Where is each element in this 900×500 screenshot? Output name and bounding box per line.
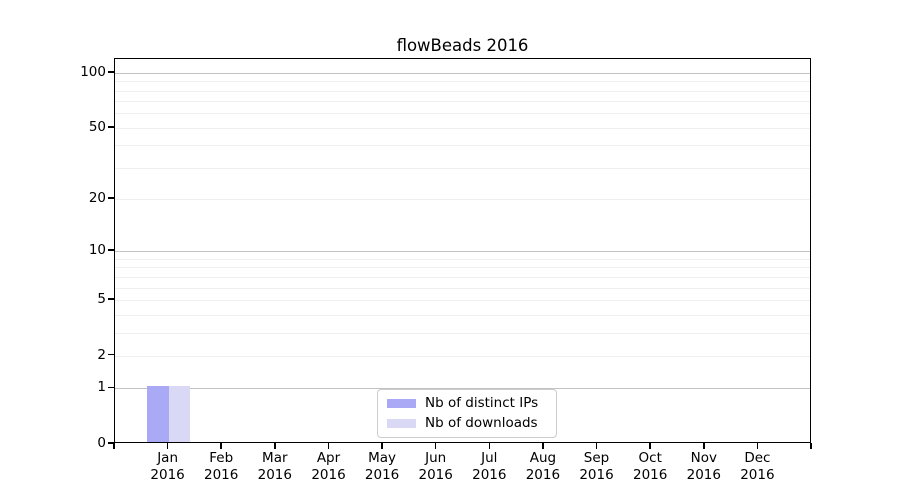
gridline-minor-3: [115, 332, 810, 334]
x-tick-label-dec: Dec 2016: [740, 450, 775, 483]
x-tick-label-jun: Jun 2016: [418, 450, 453, 483]
x-tick-mark-sep: [595, 443, 598, 449]
gridline-minor-7: [115, 276, 810, 278]
y-tick-mark-20: [108, 197, 114, 199]
gridline-minor-50: [115, 127, 810, 129]
x-tick-label-nov: Nov 2016: [686, 450, 721, 483]
y-tick-label-2: 2: [97, 346, 106, 363]
y-tick-label-10: 10: [88, 242, 106, 259]
y-tick-mark-10: [108, 249, 114, 251]
x-tick-mark-jun: [434, 443, 437, 449]
x-tick-label-aug: Aug 2016: [525, 450, 561, 483]
x-tick-mark-dec: [756, 443, 759, 449]
gridline-minor-70: [115, 101, 810, 103]
gridline-major-100: [115, 72, 810, 74]
x-tick-mark-jan: [166, 443, 169, 449]
legend-row-downloads: Nb of downloads: [387, 416, 547, 431]
legend-swatch-downloads: [387, 419, 416, 428]
gridline-minor-20: [115, 199, 810, 201]
plot-area: [114, 58, 811, 443]
x-tick-label-feb: Feb 2016: [204, 450, 239, 483]
x-tick-mark-aug: [542, 443, 544, 449]
y-tick-label-20: 20: [88, 190, 106, 207]
legend-label-distinct-ips: Nb of distinct IPs: [425, 395, 539, 411]
y-tick-mark-1: [108, 386, 114, 389]
x-tick-mark-feb: [220, 443, 222, 449]
y-tick-label-1: 1: [97, 379, 106, 396]
y-tick-label-5: 5: [97, 290, 106, 307]
y-tick-label-0: 0: [97, 435, 106, 451]
y-tick-mark-2: [108, 353, 114, 356]
gridline-minor-80: [115, 90, 810, 92]
gridline-minor-4: [115, 314, 810, 316]
x-tick-mark-oct: [649, 443, 651, 449]
gridline-minor-6: [115, 287, 810, 289]
y-tick-mark-100: [108, 71, 114, 73]
gridline-minor-60: [115, 113, 810, 115]
legend-label-downloads: Nb of downloads: [425, 415, 538, 431]
bar-jan-downloads: [168, 386, 191, 442]
y-tick-mark-5: [108, 298, 114, 300]
gridline-minor-2: [115, 355, 810, 357]
x-tick-mark-jul: [488, 443, 491, 449]
y-tick-label-50: 50: [88, 118, 106, 135]
y-tick-label-100: 100: [80, 63, 106, 80]
x-tick-mark-edge: [810, 443, 812, 449]
x-tick-mark-nov: [703, 443, 705, 449]
x-tick-label-may: May 2016: [364, 450, 400, 483]
legend-swatch-distinct-ips: [387, 399, 416, 408]
legend: Nb of distinct IPs Nb of downloads: [377, 389, 557, 438]
gridline-major-10: [115, 251, 810, 253]
gridline-major-1: [115, 388, 810, 390]
x-tick-mark-mar: [274, 443, 276, 449]
gridline-minor-30: [115, 167, 810, 169]
legend-row-distinct-ips: Nb of distinct IPs: [387, 396, 547, 411]
gridline-minor-9: [115, 258, 810, 260]
bar-jan-distinct-ips: [147, 386, 169, 442]
gridline-minor-40: [115, 145, 810, 147]
chart-title: flowBeads 2016: [396, 36, 529, 55]
x-tick-mark-edge: [113, 443, 115, 449]
y-tick-mark-50: [108, 126, 114, 128]
y-tick-mark-0: [108, 442, 114, 444]
gridline-minor-5: [115, 299, 810, 301]
x-tick-label-sep: Sep 2016: [579, 450, 614, 483]
x-tick-mark-apr: [327, 443, 330, 449]
x-tick-mark-may: [381, 443, 383, 449]
x-tick-label-oct: Oct 2016: [633, 450, 668, 483]
gridline-minor-8: [115, 267, 810, 269]
x-tick-label-jul: Jul 2016: [472, 450, 507, 483]
x-tick-label-apr: Apr 2016: [311, 450, 346, 483]
x-tick-label-jan: Jan 2016: [150, 450, 185, 483]
x-tick-label-mar: Mar 2016: [257, 450, 292, 483]
gridline-minor-90: [115, 81, 810, 83]
